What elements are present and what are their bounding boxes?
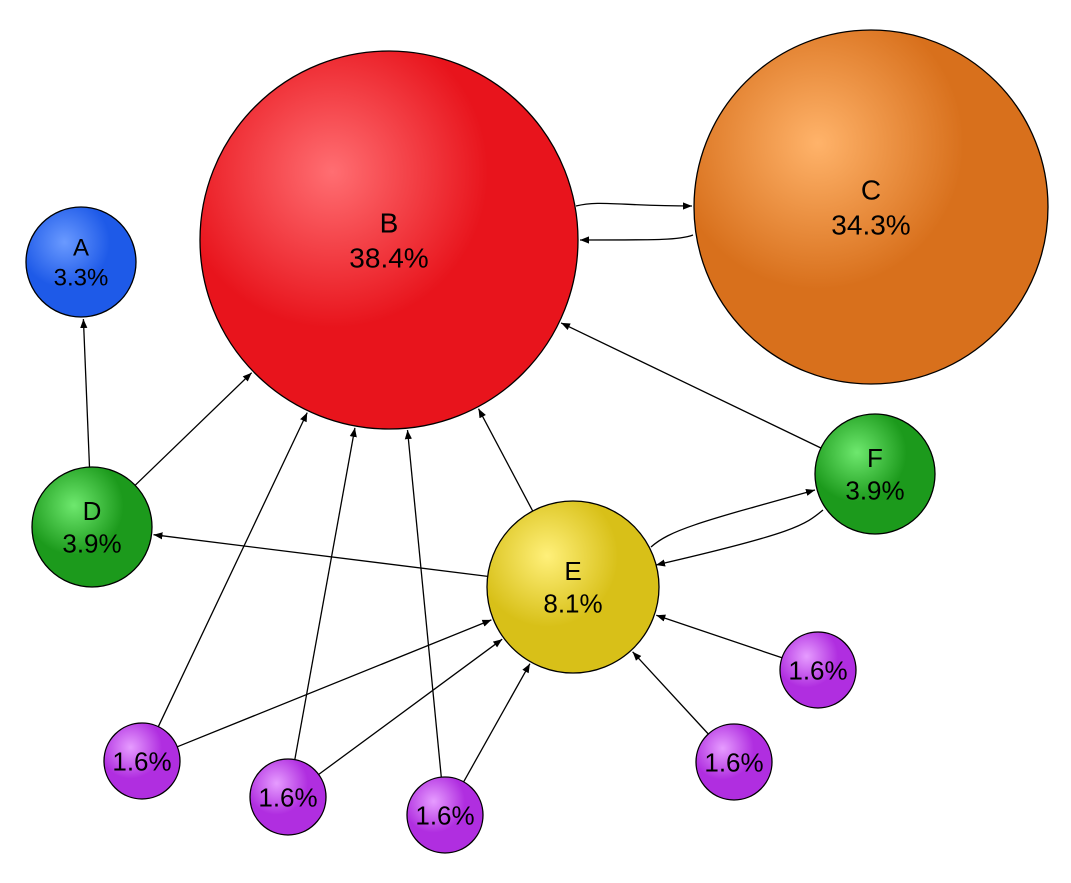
- node-p3: 1.6%: [406, 776, 484, 854]
- edge-e-to-b: [477, 408, 534, 512]
- node-circle: [486, 500, 660, 674]
- edge-b-to-c: [575, 202, 693, 210]
- node-b: B 38.4%: [199, 50, 579, 430]
- node-value: 1.6%: [415, 800, 474, 830]
- edge-p2-to-e: [318, 638, 503, 776]
- node-letter: C: [861, 174, 881, 205]
- node-circle: [25, 206, 137, 318]
- node-circle: [693, 29, 1049, 385]
- node-circle: [199, 50, 579, 430]
- node-circle: [406, 776, 484, 854]
- edge-p2-to-b: [294, 427, 357, 760]
- node-letter: F: [867, 443, 883, 473]
- node-circle: [249, 758, 327, 836]
- node-value: 1.6%: [258, 782, 317, 812]
- edge-e-to-f: [650, 488, 816, 548]
- edge-d-to-a: [80, 318, 91, 468]
- node-circle: [814, 413, 936, 535]
- edge-e-to-d: [153, 532, 488, 578]
- node-a: A 3.3%: [25, 206, 137, 318]
- edge-p1-to-b: [157, 412, 308, 727]
- node-circle: [31, 466, 153, 588]
- node-value: 8.1%: [543, 588, 602, 618]
- node-circle: [779, 631, 857, 709]
- edge-p3-to-e: [463, 663, 531, 783]
- edge-f-to-b: [560, 322, 822, 449]
- node-value: 34.3%: [831, 209, 910, 240]
- edge-p5-to-e: [656, 614, 783, 659]
- node-value: 38.4%: [349, 242, 428, 273]
- edge-d-to-b: [134, 372, 253, 486]
- node-e: E8.1%: [486, 500, 660, 674]
- node-circle: [695, 723, 773, 801]
- edge-f-to-e: [655, 509, 824, 567]
- node-c: C 34.3%: [693, 29, 1049, 385]
- edge-p1-to-e: [176, 619, 492, 748]
- node-value: 1.6%: [704, 747, 763, 777]
- node-letter: B: [380, 207, 399, 238]
- node-letter: A: [73, 234, 89, 261]
- edge-p3-to-b: [404, 430, 442, 778]
- node-value: 3.9%: [62, 528, 121, 558]
- node-letter: E: [564, 556, 581, 586]
- node-p1: 1.6%: [103, 722, 181, 800]
- node-p5: 1.6%: [779, 631, 857, 709]
- node-p2: 1.6%: [249, 758, 327, 836]
- node-circle: [103, 722, 181, 800]
- node-value: 3.3%: [54, 264, 109, 291]
- node-f: F3.9%: [814, 413, 936, 535]
- nodes-layer: A3.3%B38.4%C34.3%D3.9%E8.1%F3.9%1.6%1.6%…: [25, 29, 1049, 854]
- edge-p4-to-e: [632, 651, 709, 735]
- node-d: D3.9%: [31, 466, 153, 588]
- node-value: 1.6%: [788, 655, 847, 685]
- node-p4: 1.6%: [695, 723, 773, 801]
- node-value: 3.9%: [845, 475, 904, 505]
- edges-layer: [80, 202, 824, 783]
- node-value: 1.6%: [112, 746, 171, 776]
- node-letter: D: [83, 496, 102, 526]
- edge-c-to-b: [579, 234, 694, 244]
